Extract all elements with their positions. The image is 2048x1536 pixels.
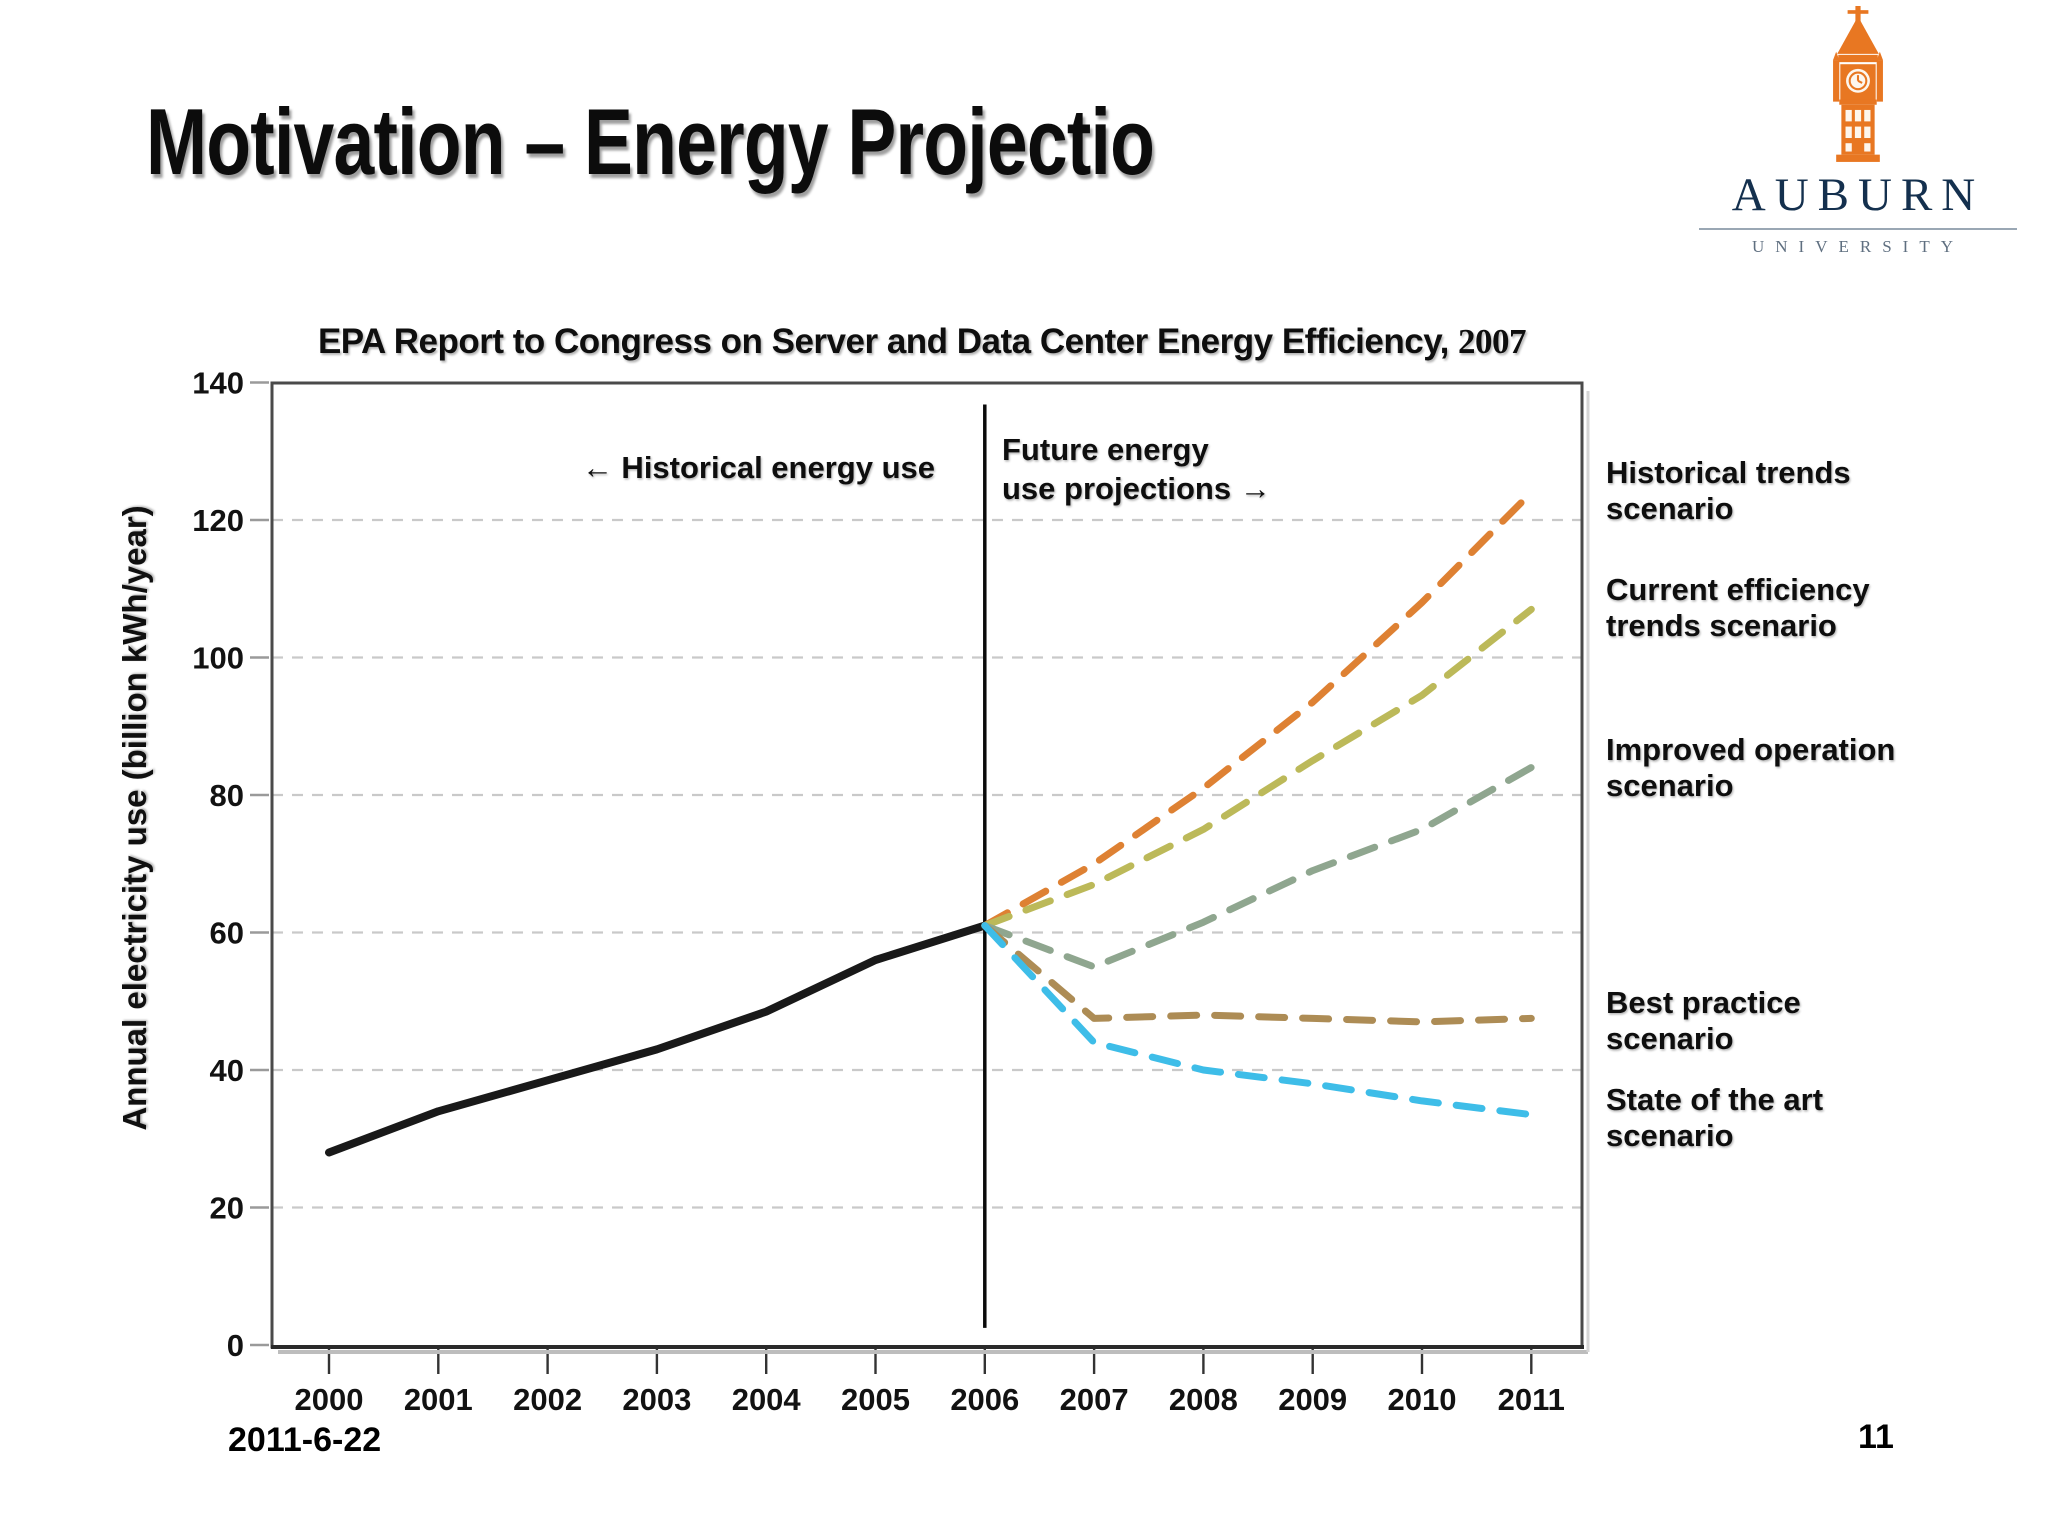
x-tick-label: 2008 bbox=[1169, 1382, 1238, 1417]
x-tick-label: 2000 bbox=[295, 1382, 364, 1417]
y-axis-label: Annual electricity use (billion kWh/year… bbox=[116, 505, 153, 1131]
y-tick-label: 40 bbox=[210, 1053, 244, 1088]
series-line-historical-trends bbox=[981, 489, 1535, 930]
clock-tower-icon bbox=[1833, 6, 1883, 162]
y-tick-label: 0 bbox=[227, 1328, 244, 1363]
legend-label-current-efficiency-trends: Current efficiency trends scenario bbox=[1606, 572, 1870, 643]
future-annotation: Future energy use projections → bbox=[1002, 430, 1271, 508]
logo-divider bbox=[1699, 228, 2017, 230]
chart-title-main: EPA Report to Congress on Server and Dat… bbox=[317, 322, 1449, 361]
logo-sub-wordmark: UNIVERSITY bbox=[1752, 237, 1964, 256]
chart-title: EPA Report to Congress on Server and Dat… bbox=[252, 322, 1592, 362]
future-annotation-line1: Future energy bbox=[1002, 432, 1209, 467]
slide-title: Motivation – Energy Projectio bbox=[146, 89, 1155, 194]
x-tick-label: 2005 bbox=[841, 1382, 910, 1417]
x-tick-label: 2001 bbox=[404, 1382, 473, 1417]
y-tick-label: 140 bbox=[192, 366, 244, 401]
series-line-improved-operation bbox=[981, 764, 1535, 971]
x-tick-label: 2010 bbox=[1388, 1382, 1457, 1417]
chart-title-year: 2007 bbox=[1458, 322, 1527, 361]
auburn-university-logo: AUBURN UNIVERSITY bbox=[1688, 6, 2028, 257]
future-annotation-line2: use projections → bbox=[1002, 471, 1271, 506]
x-tick-label: 2006 bbox=[950, 1382, 1019, 1417]
x-tick-label: 2011 bbox=[1498, 1382, 1565, 1417]
series-line-best-practice bbox=[981, 922, 1535, 1026]
y-tick-label: 80 bbox=[210, 778, 244, 813]
slide-date: 2011-6-22 bbox=[228, 1421, 382, 1459]
legend-label-improved-operation: Improved operation scenario bbox=[1606, 732, 1896, 803]
x-tick-label: 2007 bbox=[1060, 1382, 1129, 1417]
legend-label-historical-trends: Historical trends scenario bbox=[1606, 455, 1851, 526]
series-line-current-efficiency-trends bbox=[981, 605, 1535, 930]
series-line-historical bbox=[325, 921, 989, 1157]
x-tick-label: 2002 bbox=[513, 1382, 582, 1417]
y-tick-label: 100 bbox=[192, 641, 244, 676]
plot-border bbox=[270, 381, 1584, 1349]
x-tick-label: 2004 bbox=[732, 1382, 802, 1417]
x-tick-label: 2009 bbox=[1278, 1382, 1347, 1417]
y-tick-label: 60 bbox=[210, 916, 244, 951]
page-number: 11 bbox=[1858, 1418, 1894, 1456]
y-tick-label: 120 bbox=[192, 503, 244, 538]
legend-label-state-of-the-art: State of the art scenario bbox=[1606, 1082, 1824, 1153]
series-line-state-of-the-art bbox=[981, 922, 1535, 1119]
historical-annotation: ← Historical energy use bbox=[581, 450, 935, 485]
x-tick-label: 2003 bbox=[622, 1382, 691, 1417]
legend-label-best-practice: Best practice scenario bbox=[1606, 985, 1801, 1056]
logo-wordmark: AUBURN bbox=[1731, 169, 1985, 221]
y-tick-label: 20 bbox=[210, 1191, 244, 1226]
